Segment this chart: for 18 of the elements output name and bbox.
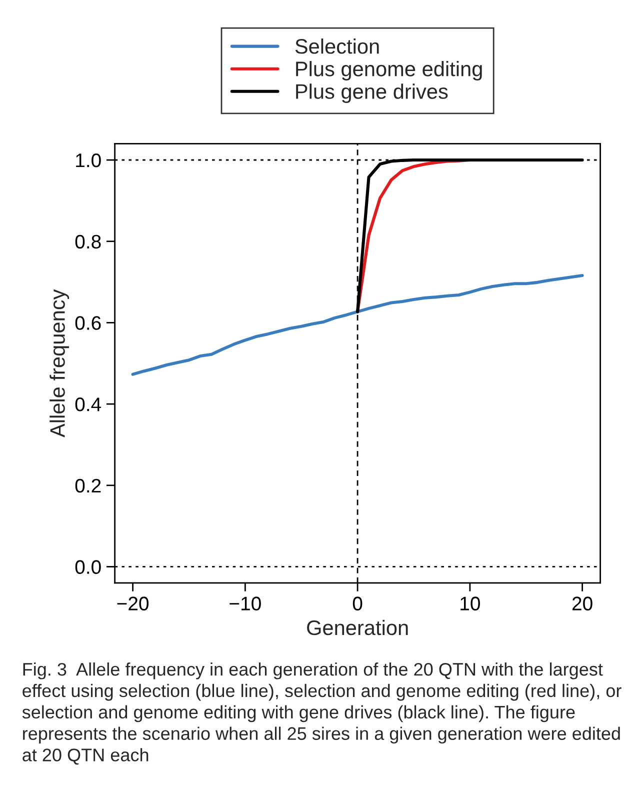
x-axis-title: Generation [307, 620, 408, 636]
x-tick-label: −20 [117, 596, 149, 610]
y-tick-label: 0.0 [75, 560, 101, 574]
x-tick-label: 0 [352, 596, 362, 610]
y-axis-title: Allele frequency [50, 289, 70, 438]
y-tick-label: 0.2 [75, 478, 101, 493]
legend-label: Plus genome editing [296, 61, 482, 80]
y-tick-label: 1.0 [76, 153, 101, 168]
y-tick-label: 0.8 [75, 234, 101, 249]
legend-label: Plus gene drives [296, 84, 448, 104]
x-tick-label: 10 [460, 596, 480, 610]
y-tick-label: 0.6 [75, 316, 101, 330]
x-tick-label: −10 [230, 596, 261, 610]
line-series [131, 274, 584, 376]
legend-label: Selection [295, 38, 379, 54]
x-tick-label: 20 [572, 596, 592, 610]
caption: Fig. 3 Allele frequency in each generation of the 20 QTN with the largest effect using selection (blue line), selection and genome editing (red line), or selection and genome editing with gene drives (black line). The figure represents the scenario when all 25 sires in a given generation were edited at 20 QTN each [22, 662, 622, 765]
y-tick-label: 0.4 [75, 397, 102, 412]
